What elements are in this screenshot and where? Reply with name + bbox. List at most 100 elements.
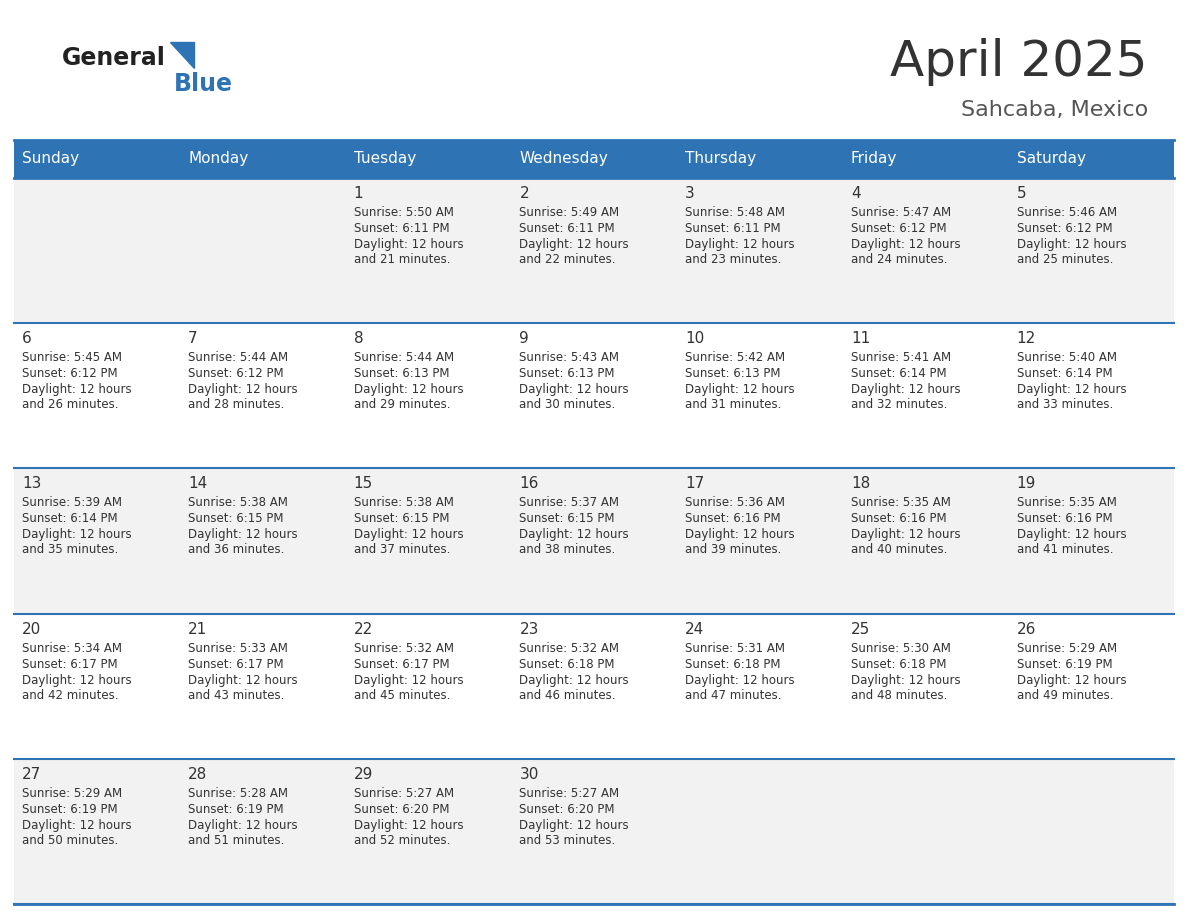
Text: 19: 19 — [1017, 476, 1036, 491]
Text: Daylight: 12 hours: Daylight: 12 hours — [354, 383, 463, 397]
Text: Sunrise: 5:49 AM: Sunrise: 5:49 AM — [519, 206, 620, 219]
Text: Sunrise: 5:44 AM: Sunrise: 5:44 AM — [354, 352, 454, 364]
Bar — [14, 468, 179, 613]
Bar — [842, 613, 1009, 759]
Text: Daylight: 12 hours: Daylight: 12 hours — [685, 238, 795, 251]
Text: 13: 13 — [23, 476, 42, 491]
Text: 27: 27 — [23, 767, 42, 782]
Text: and 49 minutes.: and 49 minutes. — [1017, 688, 1113, 701]
Text: 23: 23 — [519, 621, 539, 636]
Text: and 37 minutes.: and 37 minutes. — [354, 543, 450, 556]
Text: and 35 minutes.: and 35 minutes. — [23, 543, 119, 556]
Text: Daylight: 12 hours: Daylight: 12 hours — [1017, 238, 1126, 251]
Bar — [346, 323, 511, 468]
Text: Daylight: 12 hours: Daylight: 12 hours — [1017, 529, 1126, 542]
Text: and 30 minutes.: and 30 minutes. — [519, 398, 615, 411]
Bar — [1009, 468, 1174, 613]
Text: Daylight: 12 hours: Daylight: 12 hours — [685, 383, 795, 397]
Text: Sunset: 6:11 PM: Sunset: 6:11 PM — [519, 222, 615, 235]
Text: 20: 20 — [23, 621, 42, 636]
Bar — [511, 140, 677, 178]
Bar — [677, 323, 842, 468]
Text: and 40 minutes.: and 40 minutes. — [851, 543, 947, 556]
Text: Daylight: 12 hours: Daylight: 12 hours — [851, 238, 960, 251]
Text: Sunrise: 5:38 AM: Sunrise: 5:38 AM — [354, 497, 454, 509]
Text: Wednesday: Wednesday — [519, 151, 608, 166]
Text: and 53 minutes.: and 53 minutes. — [519, 834, 615, 846]
Bar — [842, 178, 1009, 323]
Text: Sunset: 6:19 PM: Sunset: 6:19 PM — [188, 803, 284, 816]
Text: Sunset: 6:15 PM: Sunset: 6:15 PM — [354, 512, 449, 525]
Text: Daylight: 12 hours: Daylight: 12 hours — [188, 819, 298, 832]
Bar — [842, 468, 1009, 613]
Bar — [677, 468, 842, 613]
Polygon shape — [170, 42, 194, 68]
Text: 15: 15 — [354, 476, 373, 491]
Text: Sunset: 6:12 PM: Sunset: 6:12 PM — [23, 367, 118, 380]
Text: Daylight: 12 hours: Daylight: 12 hours — [188, 674, 298, 687]
Text: Sunset: 6:15 PM: Sunset: 6:15 PM — [188, 512, 284, 525]
Text: Sahcaba, Mexico: Sahcaba, Mexico — [961, 100, 1148, 120]
Bar — [842, 140, 1009, 178]
Text: Daylight: 12 hours: Daylight: 12 hours — [23, 819, 132, 832]
Text: Sunrise: 5:29 AM: Sunrise: 5:29 AM — [1017, 642, 1117, 655]
Bar — [346, 613, 511, 759]
Bar — [1009, 613, 1174, 759]
Bar — [14, 140, 179, 178]
Text: Sunrise: 5:44 AM: Sunrise: 5:44 AM — [188, 352, 289, 364]
Bar — [677, 140, 842, 178]
Text: Sunset: 6:11 PM: Sunset: 6:11 PM — [685, 222, 781, 235]
Text: 9: 9 — [519, 331, 529, 346]
Text: Sunset: 6:18 PM: Sunset: 6:18 PM — [519, 657, 615, 671]
Text: Sunset: 6:16 PM: Sunset: 6:16 PM — [685, 512, 781, 525]
Text: Daylight: 12 hours: Daylight: 12 hours — [354, 529, 463, 542]
Text: Sunset: 6:12 PM: Sunset: 6:12 PM — [188, 367, 284, 380]
Text: Sunrise: 5:38 AM: Sunrise: 5:38 AM — [188, 497, 287, 509]
Bar — [14, 613, 179, 759]
Text: Daylight: 12 hours: Daylight: 12 hours — [851, 529, 960, 542]
Text: Thursday: Thursday — [685, 151, 757, 166]
Text: Sunset: 6:17 PM: Sunset: 6:17 PM — [354, 657, 449, 671]
Text: Sunrise: 5:35 AM: Sunrise: 5:35 AM — [851, 497, 950, 509]
Text: Sunset: 6:16 PM: Sunset: 6:16 PM — [1017, 512, 1112, 525]
Text: 24: 24 — [685, 621, 704, 636]
Bar — [677, 178, 842, 323]
Text: Sunrise: 5:33 AM: Sunrise: 5:33 AM — [188, 642, 287, 655]
Text: 2: 2 — [519, 186, 529, 201]
Text: Sunrise: 5:37 AM: Sunrise: 5:37 AM — [519, 497, 619, 509]
Bar — [677, 613, 842, 759]
Text: and 22 minutes.: and 22 minutes. — [519, 253, 615, 266]
Text: Sunrise: 5:35 AM: Sunrise: 5:35 AM — [1017, 497, 1117, 509]
Text: and 24 minutes.: and 24 minutes. — [851, 253, 947, 266]
Text: 5: 5 — [1017, 186, 1026, 201]
Text: Sunrise: 5:48 AM: Sunrise: 5:48 AM — [685, 206, 785, 219]
Text: Sunrise: 5:28 AM: Sunrise: 5:28 AM — [188, 787, 287, 800]
Text: Sunrise: 5:46 AM: Sunrise: 5:46 AM — [1017, 206, 1117, 219]
Text: Daylight: 12 hours: Daylight: 12 hours — [519, 383, 630, 397]
Text: 6: 6 — [23, 331, 32, 346]
Text: Tuesday: Tuesday — [354, 151, 416, 166]
Text: 1: 1 — [354, 186, 364, 201]
Bar — [179, 323, 346, 468]
Text: Daylight: 12 hours: Daylight: 12 hours — [685, 674, 795, 687]
Text: Sunset: 6:19 PM: Sunset: 6:19 PM — [23, 803, 118, 816]
Text: Friday: Friday — [851, 151, 897, 166]
Text: Daylight: 12 hours: Daylight: 12 hours — [354, 819, 463, 832]
Text: Daylight: 12 hours: Daylight: 12 hours — [685, 529, 795, 542]
Text: Daylight: 12 hours: Daylight: 12 hours — [23, 674, 132, 687]
Text: Daylight: 12 hours: Daylight: 12 hours — [851, 383, 960, 397]
Text: Daylight: 12 hours: Daylight: 12 hours — [519, 819, 630, 832]
Text: 7: 7 — [188, 331, 197, 346]
Text: and 51 minutes.: and 51 minutes. — [188, 834, 284, 846]
Bar — [677, 759, 842, 904]
Text: General: General — [62, 46, 166, 70]
Text: Sunrise: 5:34 AM: Sunrise: 5:34 AM — [23, 642, 122, 655]
Text: 30: 30 — [519, 767, 539, 782]
Text: Sunset: 6:12 PM: Sunset: 6:12 PM — [851, 222, 947, 235]
Text: 10: 10 — [685, 331, 704, 346]
Bar — [511, 178, 677, 323]
Text: Sunset: 6:20 PM: Sunset: 6:20 PM — [354, 803, 449, 816]
Text: 14: 14 — [188, 476, 207, 491]
Bar — [346, 178, 511, 323]
Text: and 45 minutes.: and 45 minutes. — [354, 688, 450, 701]
